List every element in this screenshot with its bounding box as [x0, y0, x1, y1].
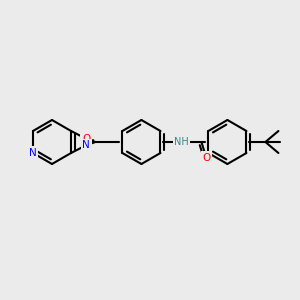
Text: N: N — [29, 148, 37, 158]
Text: NH: NH — [174, 137, 189, 147]
Text: O: O — [82, 134, 90, 144]
Text: N: N — [82, 140, 90, 150]
Text: O: O — [202, 153, 211, 163]
